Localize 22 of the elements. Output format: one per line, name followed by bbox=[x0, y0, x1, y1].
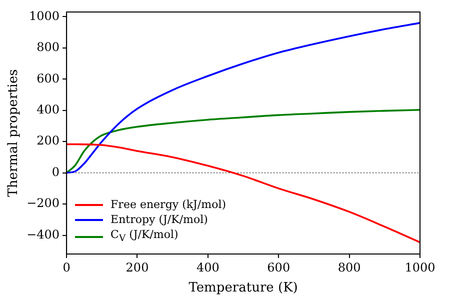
x-tick-label: 800 bbox=[338, 260, 361, 274]
y-tick-label: 400 bbox=[36, 102, 60, 116]
x-tick-label: 200 bbox=[126, 260, 149, 274]
x-tick-label: 1000 bbox=[404, 260, 436, 274]
x-tick-label: 400 bbox=[196, 260, 220, 274]
y-tick-label: −200 bbox=[26, 196, 60, 210]
y-tick-label: 600 bbox=[36, 71, 60, 86]
legend-label: C$_{V}$ (J/K/mol) bbox=[110, 227, 178, 246]
x-tick-label: 600 bbox=[267, 260, 290, 274]
y-tick-label: 1000 bbox=[29, 8, 60, 23]
line-series bbox=[66, 22, 420, 174]
line-series bbox=[66, 143, 420, 244]
x-tick-label: 0 bbox=[62, 260, 70, 274]
line-series bbox=[66, 108, 420, 174]
x-axis-title: Temperature (K) bbox=[188, 280, 298, 296]
y-tick-label: 0 bbox=[52, 164, 60, 179]
y-tick-label: 200 bbox=[36, 134, 60, 148]
y-tick-label: 800 bbox=[36, 40, 60, 54]
legend-label: Entropy (J/K/mol) bbox=[110, 212, 208, 227]
y-tick-label: −400 bbox=[26, 227, 60, 242]
y-axis-title: Thermal properties bbox=[6, 69, 22, 197]
legend-label: Free energy (kJ/mol) bbox=[110, 197, 226, 212]
